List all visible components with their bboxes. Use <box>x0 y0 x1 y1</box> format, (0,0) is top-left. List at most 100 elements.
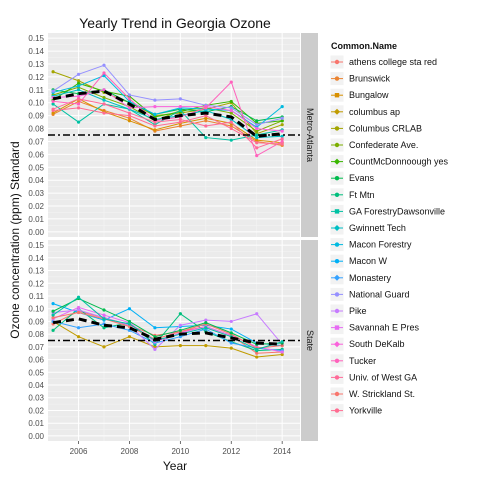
data-point <box>229 126 233 131</box>
legend-key-diamond <box>334 108 340 115</box>
data-point <box>76 295 81 299</box>
legend-item-ft-mtn: Ft Mtn <box>329 187 375 203</box>
data-point <box>127 322 132 326</box>
data-point <box>153 347 157 352</box>
data-point <box>76 102 81 106</box>
data-point <box>76 106 81 110</box>
legend-label: Confederate Ave. <box>349 140 418 150</box>
data-point <box>255 355 259 359</box>
data-point <box>204 116 208 120</box>
series-line <box>52 100 283 146</box>
data-point <box>102 102 106 106</box>
data-point <box>153 345 157 349</box>
x-tick-label: 2010 <box>171 447 189 456</box>
legend-label: Gwinnett Tech <box>349 223 406 233</box>
series-line <box>52 82 283 124</box>
y-tick-label: 0.07 <box>28 137 44 146</box>
legend-label: GA ForestryDawsonville <box>349 206 445 216</box>
data-point <box>229 341 233 345</box>
data-point <box>76 94 81 98</box>
data-point <box>204 119 208 123</box>
data-point <box>255 351 259 355</box>
data-point <box>280 134 284 138</box>
legend-key-circle <box>334 76 340 81</box>
data-point <box>255 126 259 131</box>
data-point <box>204 124 208 128</box>
data-point <box>255 119 259 123</box>
y-tick-label: 0.05 <box>28 368 44 377</box>
data-point <box>76 120 81 124</box>
data-point <box>204 321 208 325</box>
y-tick-label: 0.14 <box>28 47 44 56</box>
legend-item-macon-w: Macon W <box>329 253 388 269</box>
data-point <box>178 343 182 348</box>
y-tick-label: 0.09 <box>28 317 44 326</box>
legend-item-evans: Evans <box>329 170 375 186</box>
data-point <box>102 308 106 312</box>
series-line <box>52 297 283 345</box>
legend-item-confederate-ave: Confederate Ave. <box>329 137 418 153</box>
legend-item-yorkville: Yorkville <box>329 403 382 419</box>
data-point <box>127 111 132 115</box>
data-point <box>255 129 259 133</box>
data-point <box>102 326 106 330</box>
y-tick-label: 0.04 <box>28 381 44 390</box>
data-point <box>255 123 259 127</box>
legend-key-square <box>334 209 340 214</box>
data-point <box>255 133 259 137</box>
y-tick-label: 0.00 <box>28 432 44 441</box>
data-point <box>204 326 208 330</box>
data-point <box>229 319 233 324</box>
data-point <box>51 302 55 306</box>
data-point <box>280 119 284 123</box>
legend-key-circle <box>334 358 340 363</box>
legend-item-columbus-crlab: Columbus CRLAB <box>329 120 422 136</box>
y-tick-label: 0.08 <box>28 330 44 339</box>
series-line <box>53 89 283 122</box>
data-point <box>229 138 233 142</box>
series-line <box>52 320 283 358</box>
data-point <box>51 99 55 104</box>
legend-label: W. Strickland St. <box>349 389 415 399</box>
data-point <box>280 123 284 127</box>
data-point <box>280 142 284 146</box>
legend-label: Ft Mtn <box>349 190 375 200</box>
series-line <box>52 64 283 126</box>
y-tick-label: 0.10 <box>28 99 44 108</box>
data-point <box>127 93 132 97</box>
legend-label: Yorkville <box>349 406 382 416</box>
data-point <box>255 141 259 145</box>
data-point <box>127 319 132 324</box>
data-point <box>280 350 284 354</box>
data-point <box>51 108 55 113</box>
series-line <box>52 98 283 144</box>
data-point <box>127 335 132 339</box>
legend-label: National Guard <box>349 289 410 299</box>
data-point <box>178 312 182 316</box>
data-point <box>127 106 132 110</box>
data-point <box>51 89 55 93</box>
data-point <box>280 129 284 133</box>
series-line <box>52 320 283 352</box>
data-point <box>204 114 208 118</box>
data-point <box>102 95 106 100</box>
legend-key-circle <box>334 126 340 131</box>
legend-item-macon-forestry: Macon Forestry <box>329 237 412 253</box>
y-tick-label: 0.06 <box>28 356 44 365</box>
data-point <box>280 116 284 120</box>
data-point <box>204 318 208 322</box>
y-tick-label: 0.12 <box>28 279 44 288</box>
data-point <box>153 112 157 116</box>
data-point <box>178 124 182 128</box>
data-point <box>280 137 284 141</box>
y-tick-label: 0.11 <box>29 292 45 301</box>
y-tick-label: 0.06 <box>28 150 44 159</box>
legend-item-univ-of-west-ga: Univ. of West GA <box>329 369 417 385</box>
legend-key-circle <box>334 292 340 297</box>
data-point <box>178 335 182 339</box>
data-point <box>127 97 132 101</box>
data-point <box>76 79 81 83</box>
legend-key-circle <box>334 375 340 380</box>
facet-strip <box>301 33 318 237</box>
